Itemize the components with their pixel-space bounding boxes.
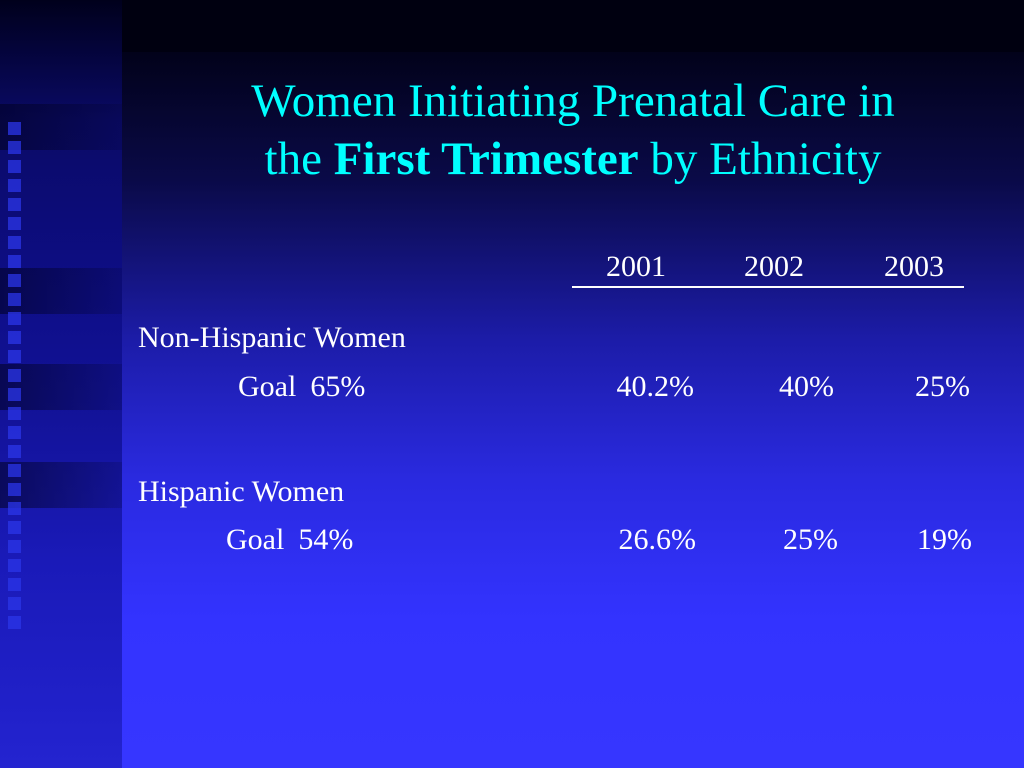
value-hispanic-2002: 25% [783,523,838,556]
year-header-row: 2001 2002 2003 [572,250,964,288]
decorative-square [8,274,21,287]
title-line-1: Women Initiating Prenatal Care in [251,75,895,127]
goal-hispanic: Goal 54% [226,522,353,558]
slide-title: Women Initiating Prenatal Care in the Fi… [122,72,1024,188]
decorative-square [8,255,21,268]
decorative-square [8,236,21,249]
decorative-squares [8,122,26,635]
year-header-2001: 2001 [606,250,666,283]
title-line-2-prefix: the [264,133,322,185]
decorative-square [8,407,21,420]
goal-label: Goal [226,523,285,556]
value-hispanic-2001: 26.6% [618,523,697,556]
value-non-hispanic-2001: 40.2% [616,370,695,403]
group-label-non-hispanic: Non-Hispanic Women [138,321,406,354]
goal-value: 65% [310,370,366,403]
decorative-square [8,597,21,610]
decorative-square [8,445,21,458]
group-label-hispanic: Hispanic Women [138,475,345,508]
decorative-square [8,179,21,192]
left-decorative-band [0,0,122,768]
goal-value: 54% [298,523,354,556]
decorative-square [8,312,21,325]
decorative-square [8,160,21,173]
decorative-square [8,540,21,553]
title-line-2-suffix: by Ethnicity [650,133,882,185]
decorative-square [8,521,21,534]
decorative-square [8,388,21,401]
top-dark-bar [122,0,1024,52]
title-emphasis: First Trimester [333,133,639,185]
decorative-square [8,464,21,477]
decorative-square [8,122,21,135]
year-header-2002: 2002 [744,250,804,283]
decorative-square [8,217,21,230]
decorative-square [8,616,21,629]
title-line-2: the First Trimester by Ethnicity [122,130,1024,188]
decorative-square [8,331,21,344]
value-non-hispanic-2002: 40% [779,370,834,403]
goal-non-hispanic: Goal 65% [238,369,365,405]
decorative-square [8,141,21,154]
value-hispanic-2003: 19% [917,523,972,556]
decorative-square [8,293,21,306]
decorative-square [8,426,21,439]
decorative-square [8,369,21,382]
goal-label: Goal [238,370,297,403]
decorative-square [8,350,21,363]
decorative-square [8,559,21,572]
decorative-square [8,502,21,515]
decorative-square [8,198,21,211]
value-non-hispanic-2003: 25% [915,370,970,403]
decorative-square [8,483,21,496]
year-header-2003: 2003 [884,250,944,283]
decorative-square [8,578,21,591]
